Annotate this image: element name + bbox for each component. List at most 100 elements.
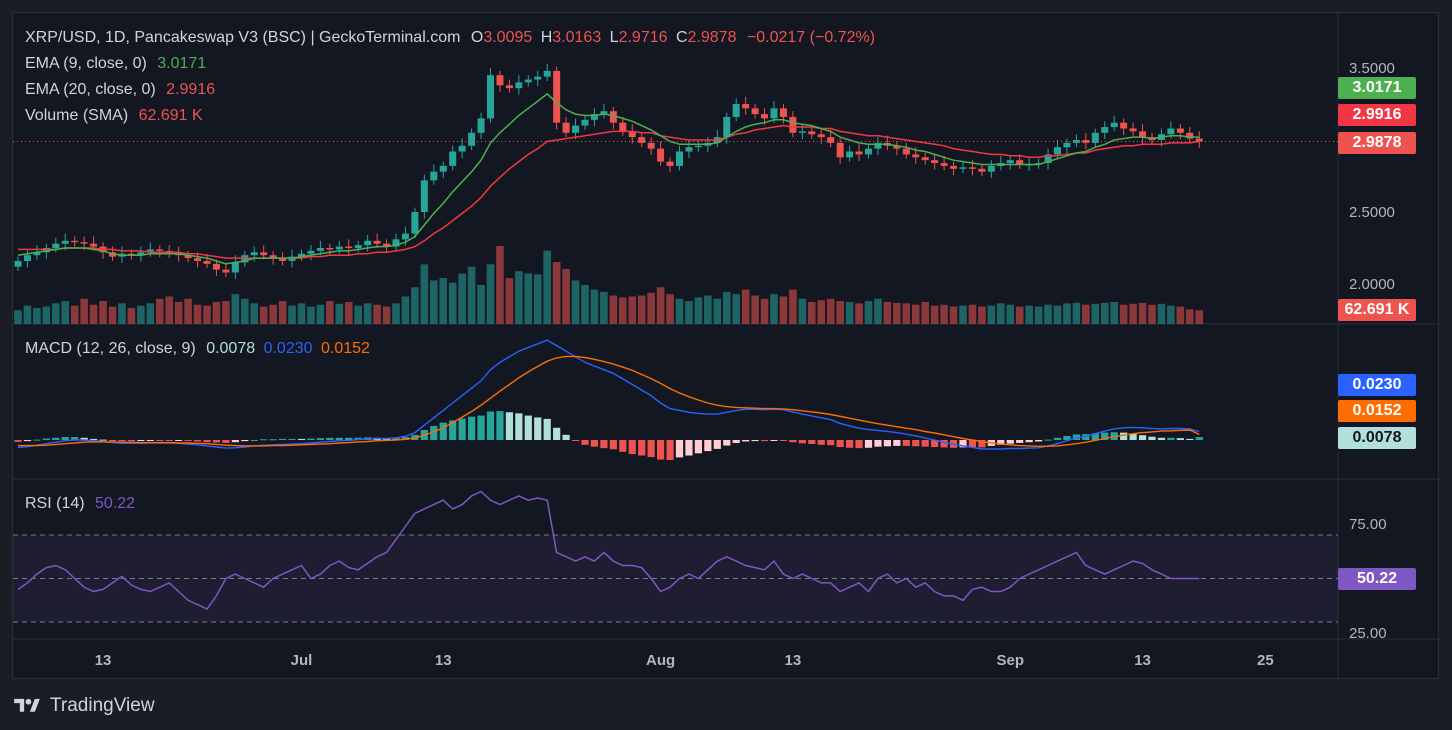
macd-label: MACD (12, 26, close, 9) <box>25 340 196 357</box>
volume-tag: 62.691 K <box>1338 299 1416 321</box>
candle-body <box>524 79 532 83</box>
volume-bar <box>326 301 334 324</box>
macd-legend[interactable]: MACD (12, 26, close, 9) 0.0078 0.0230 0.… <box>25 340 370 358</box>
candle-body <box>222 269 230 273</box>
macd-histogram-bar <box>770 440 778 441</box>
volume-bar <box>184 298 192 324</box>
time-axis-tick-label: 13 <box>1134 652 1151 669</box>
macd-histogram-bar <box>165 440 173 441</box>
volume-bar <box>411 287 419 324</box>
volume-bar <box>137 305 145 324</box>
macd-tag: 0.0230 <box>1338 374 1416 396</box>
volume-bar <box>685 301 693 324</box>
volume-bar <box>467 266 476 324</box>
ohlc-close-label: C <box>675 29 688 46</box>
rsi-tag: 50.22 <box>1338 568 1416 590</box>
volume-bar <box>278 301 287 324</box>
rsi-axis-tick-label: 75.00 <box>1349 516 1387 533</box>
candle-body <box>912 154 920 158</box>
volume-bar <box>666 294 674 324</box>
volume-bar <box>713 298 722 324</box>
macd-histogram-bar <box>789 440 797 443</box>
candle-body <box>694 145 702 148</box>
ema9-value: 3.0171 <box>157 55 207 72</box>
chart-canvas[interactable]: 3.5000 2.5000 2.0000 75.00 25.00 13 Jul 13 Aug 13… <box>13 13 1440 680</box>
macd-histogram-bar <box>1157 437 1166 440</box>
macd-histogram-bar <box>571 440 580 441</box>
volume-bar <box>949 306 958 324</box>
macd-histogram-bar <box>52 437 60 440</box>
volume-bar <box>864 301 873 324</box>
volume-bar <box>420 264 429 324</box>
macd-histogram-bar <box>486 411 495 440</box>
volume-bar <box>751 295 759 324</box>
volume-bar <box>1034 306 1043 324</box>
candle-body <box>52 243 60 248</box>
volume-bar <box>42 306 51 324</box>
volume-bar <box>392 303 400 324</box>
volume-bar <box>911 304 920 324</box>
macd-histogram-bar <box>14 440 22 442</box>
ema9-price-tag: 3.0171 <box>1338 77 1416 99</box>
volume-bar <box>505 278 514 324</box>
ohlc-high: 3.0163 <box>552 29 602 46</box>
candle-body <box>855 151 863 155</box>
brand-name: TradingView <box>50 695 155 716</box>
volume-bar <box>373 304 381 324</box>
rsi-label: RSI (14) <box>25 495 85 512</box>
candle-body <box>761 114 769 119</box>
candle-body <box>1063 142 1071 148</box>
macd-histogram-bar <box>581 440 589 445</box>
candle-body <box>279 258 287 261</box>
macd-signal-value: 0.0152 <box>320 340 370 357</box>
rsi-legend[interactable]: RSI (14) 50.22 <box>25 495 135 513</box>
volume-bar <box>1195 310 1204 324</box>
candle-body <box>987 165 995 172</box>
tradingview-logo-icon <box>14 698 40 712</box>
volume-bar <box>817 300 826 324</box>
volume-bar <box>269 304 277 324</box>
candle-body <box>1195 138 1203 142</box>
volume-bar <box>486 264 495 324</box>
macd-histogram-bar <box>742 440 750 442</box>
volume-value: 62.691 K <box>138 107 203 124</box>
candle-body <box>1054 147 1061 155</box>
candle-body <box>638 137 646 143</box>
volume-bar <box>845 301 854 324</box>
candle-body <box>364 240 372 246</box>
candle-body <box>1091 132 1099 143</box>
ema20-legend[interactable]: EMA (20, close, 0) 2.9916 <box>25 81 215 99</box>
volume-bar <box>1025 305 1033 324</box>
macd-histogram-bar <box>893 440 901 446</box>
macd-histogram-bar <box>647 440 655 458</box>
macd-histogram-bar <box>1129 433 1137 440</box>
volume-bar <box>600 291 608 324</box>
chart-frame: 3.5000 2.5000 2.0000 75.00 25.00 13 Jul 13 Aug 13… <box>12 12 1440 680</box>
macd-histogram-bar <box>1025 440 1033 443</box>
candle-body <box>307 250 315 254</box>
macd-histogram-bar <box>477 415 485 440</box>
macd-histogram-bar <box>392 437 400 440</box>
candle-body <box>80 242 88 244</box>
volume-bar <box>647 292 655 324</box>
volume-bar <box>826 298 835 324</box>
close-price-tag: 2.9878 <box>1338 132 1416 154</box>
volume-bar <box>760 298 769 324</box>
volume-bar <box>619 297 627 324</box>
macd-histogram-bar <box>902 440 910 446</box>
ema9-legend[interactable]: EMA (9, close, 0) 3.0171 <box>25 55 206 73</box>
volume-bar <box>70 305 79 324</box>
candle-body <box>968 167 976 169</box>
volume-bar <box>203 305 211 324</box>
macd-histogram-bar <box>99 439 107 441</box>
macd-histogram-bar <box>628 440 636 455</box>
volume-bar <box>212 301 221 324</box>
tradingview-brand[interactable]: TradingView <box>12 695 155 717</box>
macd-histogram-bar <box>1044 439 1052 441</box>
volume-bar <box>609 295 618 324</box>
macd-histogram-bar <box>732 440 740 443</box>
macd-histogram-bar <box>874 440 882 447</box>
macd-histogram-bar <box>846 440 854 448</box>
volume-bar <box>1072 302 1081 324</box>
volume-legend[interactable]: Volume (SMA) 62.691 K <box>25 107 203 125</box>
